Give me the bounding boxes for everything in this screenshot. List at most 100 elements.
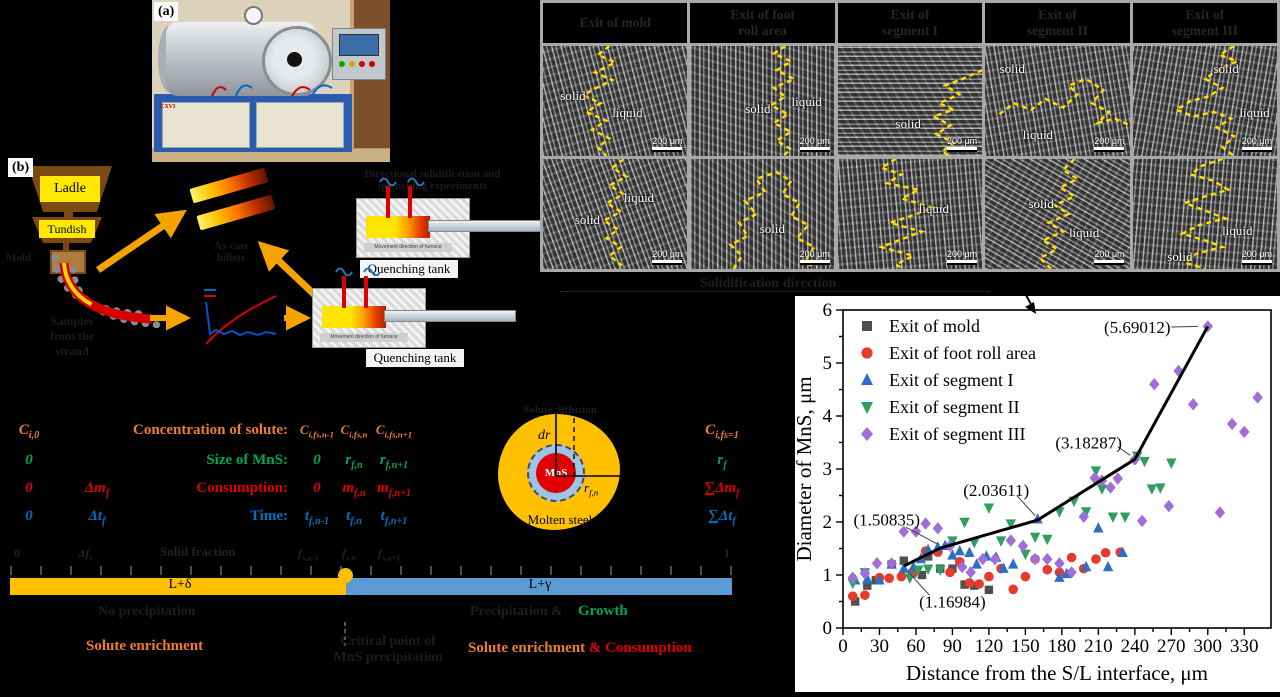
phase-label-delta: L+δ (168, 577, 192, 592)
growth-label: Growth (578, 603, 628, 619)
ampersand: & (588, 640, 602, 656)
solid-liquid-boundary (985, 46, 1129, 156)
solidification-direction-caption: Solidification direction (700, 276, 837, 291)
strand-note: Samples from the strand (49, 314, 95, 358)
micrograph-column-header: Exit of segment III (1132, 3, 1277, 43)
quenching-tank-label: Quenching tank (366, 349, 464, 367)
solid-liquid-boundary (690, 159, 834, 269)
math-term: 0 (25, 452, 33, 468)
svg-text:(5.69012): (5.69012) (1104, 318, 1171, 337)
slabs-note: As-cast billets (213, 240, 249, 264)
svg-text:2: 2 (823, 512, 833, 533)
brand-logo: CXVI (160, 104, 176, 110)
svg-text:1: 1 (823, 565, 833, 586)
furnace-hot-zone (366, 216, 430, 238)
math-term: ∑Δtf (708, 508, 736, 527)
scale-bar-label: 200 μm (946, 136, 978, 146)
no-precipitation-label: No precipitation (98, 604, 196, 619)
scale-bar-label: 200 μm (1241, 136, 1272, 146)
svg-text:240: 240 (1121, 636, 1150, 657)
dendrite-texture (543, 46, 688, 156)
temperature-plot (196, 282, 280, 356)
row-label: Size of MnS: (206, 452, 288, 468)
gas-squiggle-icon (379, 177, 425, 186)
scale-bar: 200 μm (1094, 136, 1125, 152)
solid-liquid-boundary (1133, 159, 1277, 269)
micrograph-cell: solid liquid 200 μm (543, 46, 688, 156)
caption-dotted-line (560, 291, 990, 292)
phase-bar-delta (10, 578, 346, 595)
thermocouple-rod (342, 276, 346, 308)
math-term: tf,n (346, 508, 362, 527)
svg-text:Exit of segment II: Exit of segment II (889, 397, 1019, 417)
svg-text:0: 0 (838, 636, 848, 657)
svg-text:5: 5 (823, 353, 833, 374)
phase-label: liquid (1222, 222, 1253, 238)
micrograph-cell: solid liquid 200 μm (543, 159, 688, 269)
scale-bar-label: 200 μm (1094, 136, 1125, 146)
micrograph-column-header: Exit of foot roll area (690, 3, 835, 43)
phase-label: liquid (623, 189, 655, 205)
cabinet-panel (256, 102, 344, 148)
micrograph-cell: liquid solid 200 μm (1132, 159, 1277, 269)
furnace-photo: CXVI (a) (152, 0, 390, 162)
dendrite-texture (1132, 46, 1277, 156)
math-term: Ci,0 (18, 422, 40, 441)
viewport-hole (287, 52, 302, 67)
math-term: tf,n+1 (380, 508, 408, 527)
phase-label: solid (574, 211, 601, 227)
solute-enrichment-right: Solute enrichment (468, 640, 586, 656)
arrow-slabs-from-furnace (257, 240, 321, 301)
ruler-zero: 0 (14, 546, 20, 560)
consumption-label: Consumption (605, 640, 692, 656)
phase-label: liquid (612, 105, 643, 121)
math-term: Ci,fs,n (340, 422, 368, 440)
strand-drawing (51, 209, 321, 331)
circle-crosshair (555, 410, 635, 477)
ruler-fs-n-1: fs,n-1 (298, 546, 319, 563)
dendrite-texture (837, 159, 983, 269)
thermocouple-rod (408, 186, 412, 218)
ladle-spout (64, 210, 73, 218)
quenching-furnace: Movement direction of furnace (312, 267, 516, 348)
arrow-to-slabs (96, 209, 187, 273)
svg-text:Exit of segment III: Exit of segment III (889, 424, 1025, 444)
solid-liquid-boundary (838, 46, 982, 156)
svg-text:(3.18287): (3.18287) (1055, 434, 1122, 453)
scale-bar: 200 μm (1242, 136, 1272, 152)
math-term: Δmf (84, 480, 110, 499)
scale-bar: 200 μm (800, 136, 830, 152)
scale-bar: 200 μm (1094, 249, 1125, 265)
svg-text:(1.50835): (1.50835) (853, 510, 920, 529)
math-term: 0 (25, 480, 33, 496)
scale-bar: 200 μm (800, 249, 830, 265)
svg-text:90: 90 (943, 636, 962, 657)
solute-enrichment-left: Solute enrichment (86, 638, 204, 654)
math-term: 0 (25, 508, 33, 524)
furnace-direction-band: Movement direction of furnace (320, 333, 408, 342)
math-term: rf (717, 452, 727, 471)
phase-label: liquid (1022, 127, 1054, 143)
rfn-label: rf,n (584, 480, 599, 498)
svg-text:Exit of segment I: Exit of segment I (889, 370, 1013, 390)
svg-text:Exit of foot roll area: Exit of foot roll area (889, 343, 1036, 363)
math-term: mf,n (342, 480, 366, 499)
phase-label: liquid (1068, 225, 1100, 240)
critical-point-note: Critical point of MnS precipitation (333, 634, 443, 665)
micrograph-cell: solid liquid 200 μm (985, 159, 1130, 269)
math-term: 0 (313, 452, 321, 468)
phase-bar-gamma (346, 578, 732, 595)
phase-label: solid (1167, 249, 1193, 265)
scale-bar: 200 μm (652, 136, 682, 152)
furnace-direction-band: Movement direction of furnace (364, 243, 452, 252)
phase-label: solid (895, 116, 921, 132)
ruler-one: 1 (724, 546, 730, 560)
micrograph-cell: liquid 200 μm (837, 159, 983, 269)
ruler-fs-n: fs,n (342, 546, 356, 563)
phase-label: solid (999, 61, 1025, 77)
solid-liquid-boundary (543, 159, 687, 269)
math-term: ∑Δmf (704, 480, 740, 499)
ladle-label: Ladle (40, 176, 100, 202)
scale-bar-label: 200 μm (799, 136, 830, 146)
scale-bar: 200 μm (652, 249, 682, 265)
